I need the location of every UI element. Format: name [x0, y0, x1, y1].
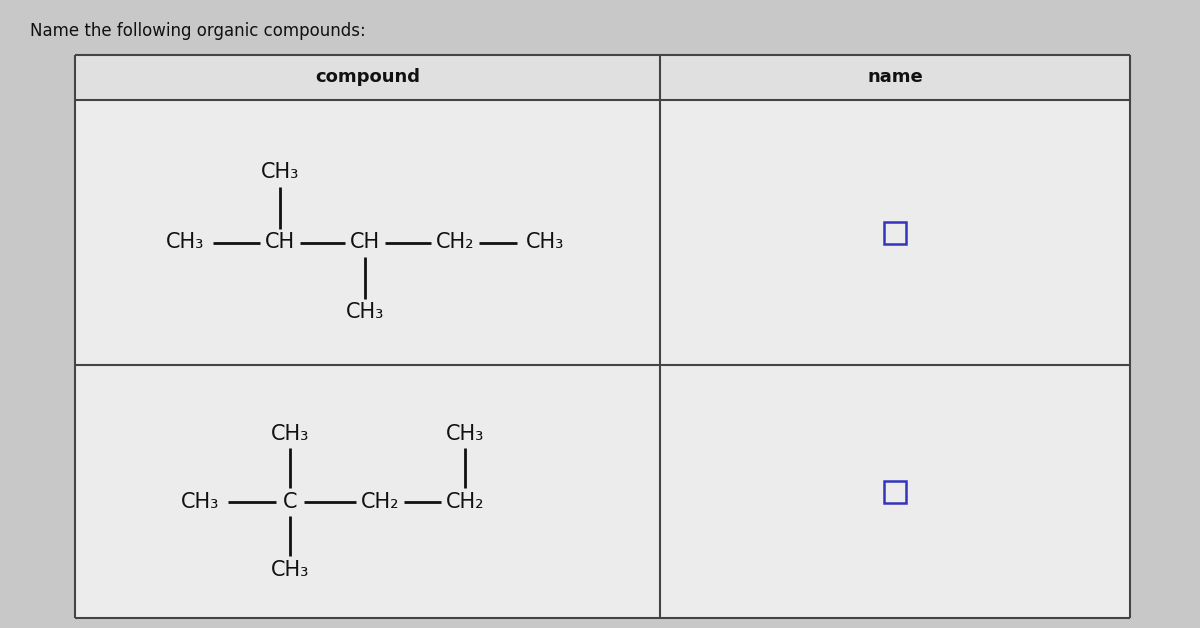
Text: CH₃: CH₃ [446, 423, 484, 443]
Text: CH₂: CH₂ [361, 492, 400, 511]
Bar [884, 480, 906, 502]
Text: Name the following organic compounds:: Name the following organic compounds: [30, 22, 366, 40]
Text: CH: CH [350, 232, 380, 252]
Text: name: name [868, 68, 923, 87]
Bar [74, 55, 1130, 618]
Text: C: C [283, 492, 298, 511]
Text: CH₃: CH₃ [526, 232, 564, 252]
Text: CH₃: CH₃ [181, 492, 220, 511]
Text: CH: CH [265, 232, 295, 252]
Bar [884, 222, 906, 244]
Text: CH₂: CH₂ [445, 492, 485, 511]
Text: compound: compound [314, 68, 420, 87]
Text: CH₃: CH₃ [346, 303, 384, 323]
Text: CH₃: CH₃ [166, 232, 204, 252]
Text: CH₃: CH₃ [271, 423, 310, 443]
Text: CH₃: CH₃ [260, 163, 299, 183]
Text: CH₂: CH₂ [436, 232, 474, 252]
Bar [74, 55, 1130, 100]
Text: CH₃: CH₃ [271, 560, 310, 580]
